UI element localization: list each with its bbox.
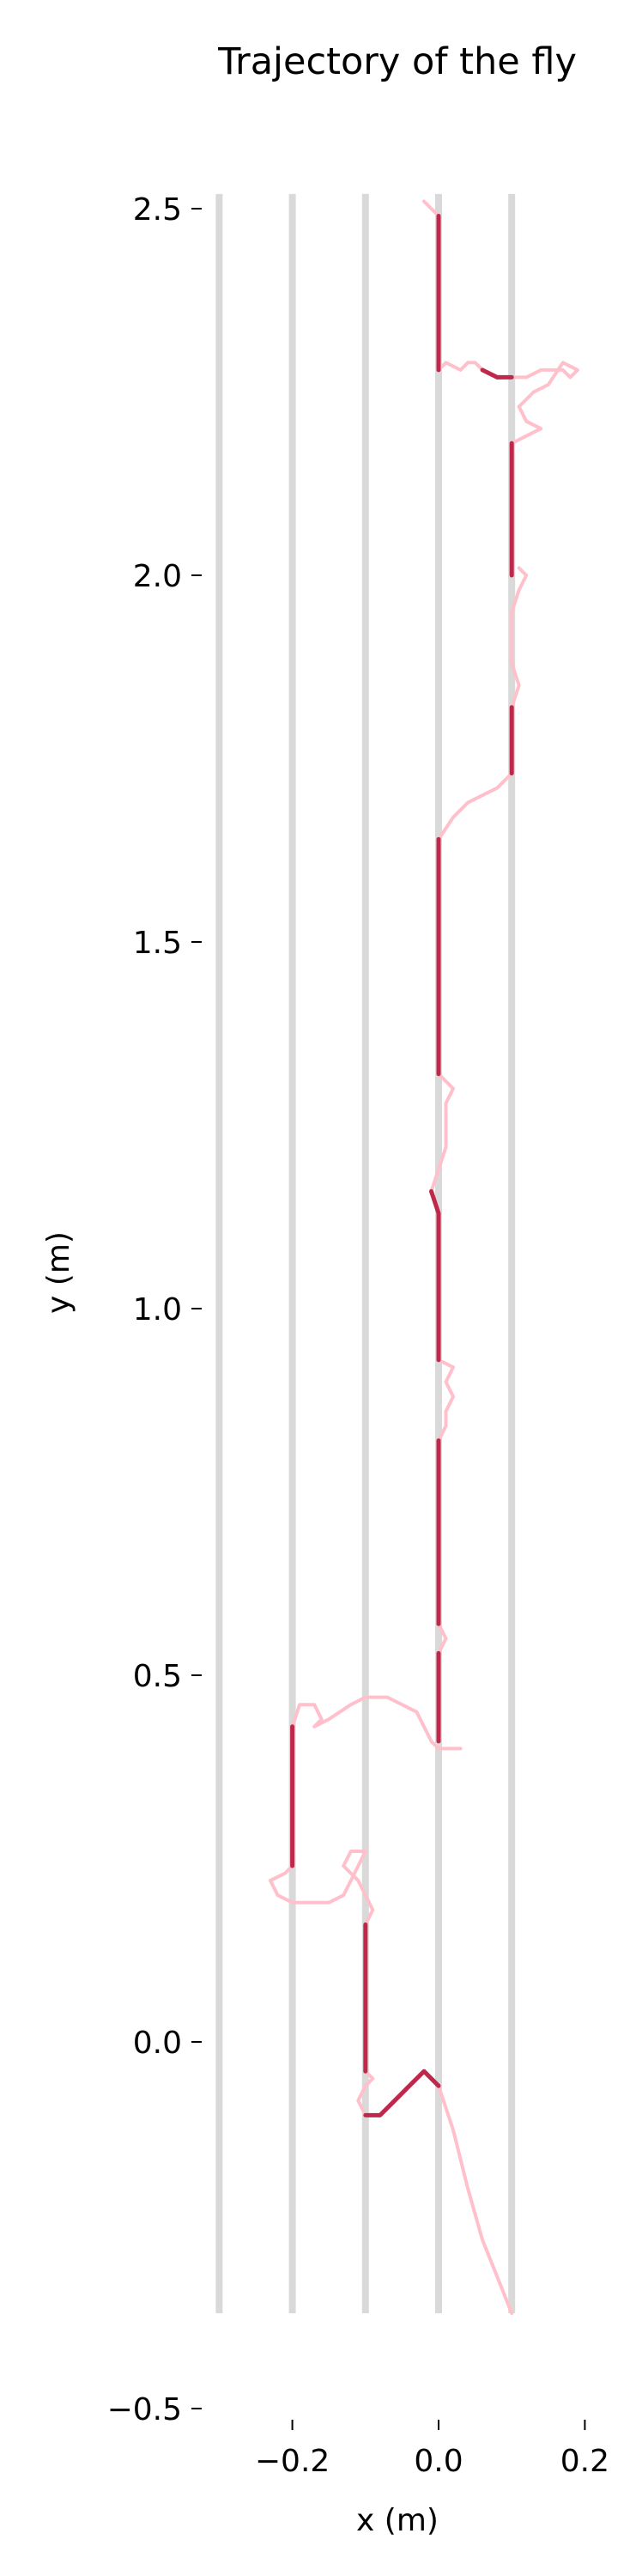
flying-segment-22 (437, 361, 485, 372)
walking-segment-13 (429, 1188, 441, 1363)
flying-segment-20 (510, 361, 579, 446)
walking-segment-21 (480, 368, 514, 380)
x-axis: −0.2 0.0 0.2 (255, 2420, 609, 2479)
flying-segment-5 (290, 1850, 367, 1905)
flying-segment-10 (437, 1622, 448, 1656)
y-tick-label-6: 2.5 (133, 192, 182, 228)
y-tick-label-1: 0.0 (133, 2026, 182, 2061)
y-tick-label-5: 2.0 (133, 559, 182, 594)
x-axis-label: x (m) (356, 2503, 439, 2538)
flying-segment-2 (356, 2069, 375, 2117)
flying-segment-6 (269, 1864, 294, 1905)
y-tick-label-0: −0.5 (107, 2392, 182, 2427)
flying-segment-4 (342, 1850, 375, 1927)
walking-segment-1 (363, 2069, 441, 2117)
x-tick-label-2: 0.2 (560, 2444, 609, 2479)
flying-segment-18 (510, 566, 529, 709)
y-tick-label-2: 0.5 (133, 1659, 182, 1694)
x-tick-label-1: 0.0 (414, 2444, 463, 2479)
flying-segment-0 (437, 2084, 514, 2315)
trajectory-paths (269, 199, 579, 2315)
y-axis-label: y (m) (41, 1231, 76, 1314)
flying-segment-12 (437, 1358, 455, 1443)
flying-segment-8 (290, 1695, 463, 1751)
flying-segment-24 (422, 199, 440, 218)
flying-segment-16 (437, 771, 514, 841)
y-tick-label-4: 1.5 (133, 926, 182, 961)
y-tick-label-3: 1.0 (133, 1292, 182, 1327)
x-tick-label-0: −0.2 (255, 2444, 330, 2479)
y-axis: −0.5 0.0 0.5 1.0 1.5 2.0 2.5 (107, 192, 202, 2427)
chart-title: Trajectory of the fly (217, 40, 577, 83)
flying-segment-14 (429, 1072, 455, 1194)
